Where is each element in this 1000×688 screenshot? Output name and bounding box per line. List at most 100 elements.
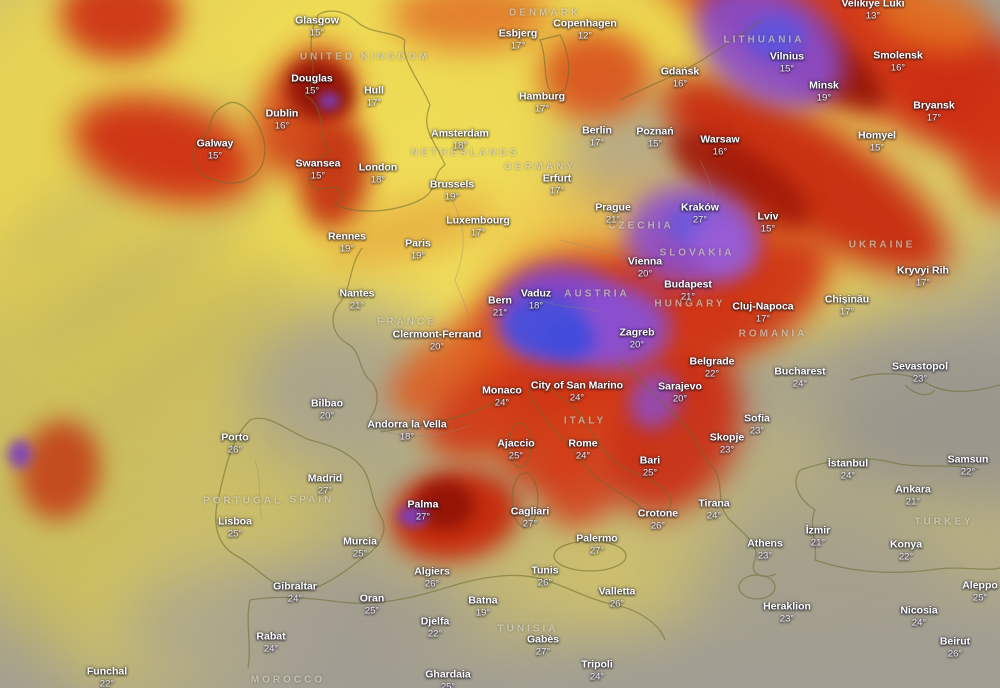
city-label[interactable]: Galway 15° xyxy=(197,138,234,163)
city-label[interactable]: Erfurt 17° xyxy=(543,173,572,198)
city-label[interactable]: Warsaw 16° xyxy=(700,134,739,159)
country-label: CZECHIA xyxy=(608,220,674,232)
city-label[interactable]: Glasgow 15° xyxy=(295,15,339,40)
city-label[interactable]: Aleppo 25° xyxy=(962,580,998,605)
city-label[interactable]: Murcia 25° xyxy=(343,536,377,561)
city-temperature: 24° xyxy=(840,470,856,482)
city-label[interactable]: Oran 25° xyxy=(360,593,385,618)
city-label[interactable]: Djelfa 22° xyxy=(421,616,450,641)
city-label[interactable]: Palermo 27° xyxy=(576,533,617,558)
city-label[interactable]: Monaco 24° xyxy=(482,385,522,410)
city-label[interactable]: Nantes 21° xyxy=(339,288,374,313)
city-label[interactable]: Funchal 22° xyxy=(87,666,127,688)
city-label[interactable]: Hull 17° xyxy=(364,85,384,110)
city-label[interactable]: Sevastopol 23° xyxy=(892,361,948,386)
city-label[interactable]: Andorra la Vella 18° xyxy=(367,419,446,444)
city-label[interactable]: Tripoli 24° xyxy=(581,659,613,684)
city-label[interactable]: Homyel 15° xyxy=(858,130,896,155)
city-label[interactable]: Brussels 19° xyxy=(430,179,474,204)
city-temperature: 24° xyxy=(263,643,279,655)
city-label[interactable]: Copenhagen 12° xyxy=(553,18,617,43)
city-name: Bucharest xyxy=(774,365,826,378)
city-label[interactable]: Valletta 26° xyxy=(599,586,636,611)
city-label[interactable]: Bucharest 24° xyxy=(774,366,825,391)
city-label[interactable]: Minsk 19° xyxy=(809,80,839,105)
city-label[interactable]: Bryansk 17° xyxy=(913,100,954,125)
city-label[interactable]: Bari 25° xyxy=(640,455,660,480)
city-label[interactable]: Lviv 15° xyxy=(757,211,778,236)
city-label[interactable]: Madrid 27° xyxy=(308,473,342,498)
city-label[interactable]: Zagreb 20° xyxy=(619,327,654,352)
city-label[interactable]: Berlin 17° xyxy=(582,125,612,150)
city-name: Rennes xyxy=(328,230,366,243)
country-label: HUNGARY xyxy=(654,298,726,310)
city-label[interactable]: Athens 23° xyxy=(747,538,783,563)
city-label[interactable]: Skopje 23° xyxy=(710,432,744,457)
city-label[interactable]: London 18° xyxy=(359,162,397,187)
city-label[interactable]: Cluj-Napoca 17° xyxy=(732,301,793,326)
city-label[interactable]: Kryvyi Rih 17° xyxy=(897,265,949,290)
city-label[interactable]: Porto 26° xyxy=(221,432,248,457)
city-label[interactable]: Chișinău 17° xyxy=(825,294,869,319)
city-label[interactable]: Dublin 16° xyxy=(266,108,299,133)
city-label[interactable]: Ghardaia 25° xyxy=(425,669,471,688)
city-label[interactable]: Rabat 24° xyxy=(256,631,285,656)
city-label[interactable]: Bilbao 20° xyxy=(311,398,343,423)
city-label[interactable]: Nicosia 24° xyxy=(900,605,937,630)
city-name: Douglas xyxy=(291,72,333,85)
city-label[interactable]: Algiers 26° xyxy=(414,566,450,591)
city-name: Konya xyxy=(889,538,923,551)
city-label[interactable]: Konya 22° xyxy=(890,539,922,564)
city-label[interactable]: Douglas 15° xyxy=(291,73,332,98)
city-label[interactable]: Rennes 19° xyxy=(328,231,366,256)
city-label[interactable]: Samsun 22° xyxy=(948,454,989,479)
city-label[interactable]: Palma 27° xyxy=(408,499,439,524)
city-label[interactable]: Gibraltar 24° xyxy=(273,581,317,606)
city-label[interactable]: Vilnius 15° xyxy=(770,51,804,76)
city-label[interactable]: Beirut 26° xyxy=(940,636,970,661)
city-label[interactable]: Kraków 27° xyxy=(681,202,719,227)
city-label[interactable]: Budapest 21° xyxy=(664,279,712,304)
city-label[interactable]: Tunis 26° xyxy=(531,565,558,590)
city-label[interactable]: Cagliari 27° xyxy=(511,506,550,531)
city-label[interactable]: Sarajevo 20° xyxy=(658,381,702,406)
city-label[interactable]: Vaduz 18° xyxy=(521,288,551,313)
city-label[interactable]: Esbjerg 17° xyxy=(499,28,538,53)
city-label[interactable]: Paris 19° xyxy=(405,238,431,263)
city-label[interactable]: Ajaccio 25° xyxy=(497,438,534,463)
city-label[interactable]: Tirana 24° xyxy=(698,498,729,523)
city-label[interactable]: Ankara 21° xyxy=(895,484,931,509)
city-temperature: 27° xyxy=(589,545,605,557)
city-label[interactable]: Batna 19° xyxy=(468,595,497,620)
city-label[interactable]: Prague 21° xyxy=(595,202,631,227)
city-label[interactable]: Luxembourg 17° xyxy=(446,215,510,240)
city-label[interactable]: Swansea 15° xyxy=(296,158,341,183)
city-label[interactable]: Smolensk 16° xyxy=(873,50,923,75)
city-label[interactable]: Belgrade 22° xyxy=(690,356,735,381)
city-label[interactable]: İzmir 21° xyxy=(806,525,831,550)
city-label[interactable]: Lisboa 25° xyxy=(218,516,252,541)
city-label[interactable]: Clermont-Ferrand 20° xyxy=(393,329,482,354)
city-label[interactable]: City of San Marino 24° xyxy=(531,380,623,405)
city-label[interactable]: Gdańsk 16° xyxy=(661,66,700,91)
city-label[interactable]: Poznań 15° xyxy=(636,126,673,151)
city-label[interactable]: Rome 24° xyxy=(568,438,597,463)
city-label[interactable]: Vienna 20° xyxy=(628,256,662,281)
city-label[interactable]: Gabès 27° xyxy=(527,634,559,659)
city-label[interactable]: Sofia 23° xyxy=(744,413,770,438)
city-label[interactable]: Heraklion 23° xyxy=(763,601,811,626)
city-label[interactable]: Bern 21° xyxy=(488,295,512,320)
country-label: AUSTRIA xyxy=(564,288,630,300)
city-label[interactable]: Velikiye Luki 13° xyxy=(841,0,904,23)
city-name: Warsaw xyxy=(700,133,740,146)
city-label[interactable]: Hamburg 17° xyxy=(519,91,565,116)
city-name: Lviv xyxy=(757,210,779,223)
city-label[interactable]: Amsterdam 18° xyxy=(431,128,489,153)
city-name: Nicosia xyxy=(900,604,938,617)
city-name: Andorra la Vella xyxy=(367,418,447,431)
city-label[interactable]: Crotone 26° xyxy=(638,508,678,533)
country-label: PORTUGAL xyxy=(202,495,284,507)
city-name: Bilbao xyxy=(310,397,344,410)
city-label[interactable]: İstanbul 24° xyxy=(828,458,868,483)
